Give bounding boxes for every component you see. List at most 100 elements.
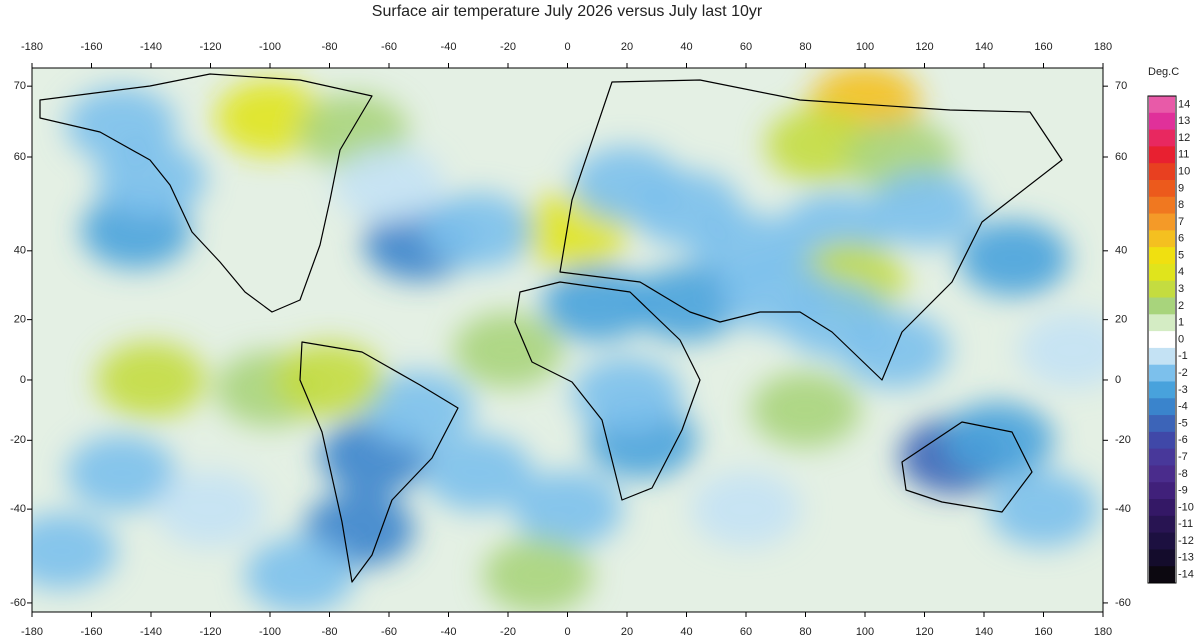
- colorbar-tick-label: 2: [1178, 300, 1184, 312]
- colorbar-swatch: [1149, 331, 1175, 349]
- temperature-anomaly: [274, 341, 385, 418]
- eurasia: [559, 79, 1063, 381]
- x-tick-label-bottom: -160: [80, 626, 102, 638]
- x-tick-label-bottom: 100: [856, 626, 874, 638]
- colorbar-swatch: [1149, 297, 1175, 315]
- colorbar-tick-label: 6: [1178, 233, 1184, 245]
- temperature-anomaly: [215, 79, 325, 156]
- colorbar-swatch: [1149, 129, 1175, 147]
- y-tick-label-left: -20: [10, 434, 26, 446]
- colorbar-tick-label: 7: [1178, 216, 1184, 228]
- colorbar-swatch: [1149, 515, 1175, 534]
- y-tick-label-right: 40: [1115, 245, 1127, 257]
- colorbar-tick-label: 11: [1178, 149, 1189, 161]
- colorbar-tick-label: 13: [1178, 115, 1190, 127]
- temperature-anomaly: [1018, 312, 1103, 389]
- y-tick-label-left: -40: [10, 503, 26, 515]
- x-tick-label-top: -20: [500, 41, 516, 53]
- x-tick-label-top: 40: [680, 41, 692, 53]
- y-tick-label-right: 20: [1115, 314, 1127, 326]
- x-tick-label-bottom: 140: [975, 626, 993, 638]
- temperature-anomaly: [869, 170, 980, 247]
- x-tick-label-top: 140: [975, 41, 993, 53]
- temperature-anomaly: [482, 537, 593, 612]
- y-tick-label-right: -40: [1115, 503, 1131, 515]
- colorbar-tick-label: 1: [1178, 317, 1184, 329]
- x-tick-label-bottom: 180: [1094, 626, 1112, 638]
- colorbar-tick-label: 10: [1178, 165, 1190, 177]
- colorbar-swatch: [1149, 381, 1175, 399]
- y-tick-label-right: 0: [1115, 374, 1121, 386]
- x-tick-label-top: -40: [441, 41, 457, 53]
- x-tick-label-top: -100: [259, 41, 281, 53]
- x-tick-label-bottom: -20: [500, 626, 516, 638]
- temperature-anomaly: [423, 434, 534, 511]
- x-tick-label-top: 180: [1094, 41, 1112, 53]
- x-tick-label-bottom: -120: [199, 626, 221, 638]
- x-tick-label-bottom: -60: [381, 626, 397, 638]
- colorbar-swatch: [1149, 213, 1175, 231]
- y-tick-label-right: 60: [1115, 151, 1127, 163]
- colorbar-swatch: [1149, 532, 1175, 550]
- temperature-anomaly: [244, 537, 355, 612]
- colorbar-tick-label: 5: [1178, 249, 1184, 261]
- colorbar-tick-label: -1: [1178, 350, 1188, 362]
- colorbar-tick-label: -9: [1178, 485, 1188, 497]
- temperature-anomaly: [631, 265, 742, 342]
- y-tick-label-left: 20: [14, 314, 26, 326]
- x-tick-label-bottom: 160: [1034, 626, 1052, 638]
- temperature-anomaly: [96, 341, 206, 418]
- x-tick-label-bottom: 60: [740, 626, 752, 638]
- colorbar-tick-label: 14: [1178, 98, 1190, 110]
- colorbar-swatch: [1149, 196, 1175, 215]
- colorbar-tick-label: -2: [1178, 367, 1188, 379]
- x-tick-label-top: 160: [1034, 41, 1052, 53]
- colorbar-tick-label: 4: [1178, 266, 1184, 278]
- x-tick-label-bottom: -40: [441, 626, 457, 638]
- colorbar-swatch: [1149, 549, 1175, 567]
- x-tick-label-bottom: 20: [621, 626, 633, 638]
- temperature-anomaly: [66, 86, 177, 163]
- y-tick-label-right: -20: [1115, 434, 1131, 446]
- temperature-anomaly: [363, 371, 474, 448]
- x-tick-label-bottom: -140: [140, 626, 162, 638]
- x-tick-label-top: 100: [856, 41, 874, 53]
- colorbar-tick-label: -5: [1178, 417, 1188, 429]
- colorbar-tick-label: -6: [1178, 434, 1188, 446]
- x-tick-label-top: -180: [21, 41, 43, 53]
- colorbar-tick-label: 12: [1178, 132, 1190, 144]
- x-tick-label-top: -140: [140, 41, 162, 53]
- colorbar-tick-label: -11: [1178, 518, 1193, 530]
- x-tick-label-bottom: 0: [564, 626, 570, 638]
- colorbar-tick-label: -4: [1178, 401, 1188, 413]
- colorbar-swatch: [1149, 347, 1175, 366]
- y-tick-label-left: 60: [14, 151, 26, 163]
- temperature-anomaly: [691, 471, 801, 548]
- colorbar-tick-label: 9: [1178, 182, 1184, 194]
- colorbar-tick-label: -13: [1178, 552, 1194, 564]
- colorbar-swatch: [1149, 146, 1175, 164]
- y-tick-label-left: -60: [10, 597, 26, 609]
- colorbar-tick-label: -12: [1178, 535, 1194, 547]
- colorbar-tick-label: -3: [1178, 384, 1188, 396]
- y-tick-label-left: 0: [20, 374, 26, 386]
- colorbar-swatch: [1149, 96, 1175, 114]
- temperature-anomaly: [453, 312, 563, 389]
- colorbar-swatch: [1149, 112, 1175, 131]
- anomaly-field: [32, 68, 1103, 612]
- coastlines: [39, 73, 1063, 583]
- x-tick-label-top: 80: [799, 41, 811, 53]
- chart-title: Surface air temperature July 2026 versus…: [372, 3, 763, 20]
- colorbar-swatch: [1149, 364, 1175, 382]
- temperature-anomaly: [542, 265, 653, 342]
- x-tick-label-top: 20: [621, 41, 633, 53]
- colorbar-swatch: [1149, 230, 1175, 248]
- y-tick-label-right: 70: [1115, 80, 1127, 92]
- colorbar-swatch: [1149, 314, 1175, 332]
- x-tick-label-top: -60: [381, 41, 397, 53]
- australia: [901, 421, 1033, 513]
- colorbar-swatch: [1149, 566, 1175, 584]
- map-frame: [31, 67, 1104, 613]
- x-tick-label-bottom: 40: [680, 626, 692, 638]
- colorbar-swatch: [1149, 415, 1175, 433]
